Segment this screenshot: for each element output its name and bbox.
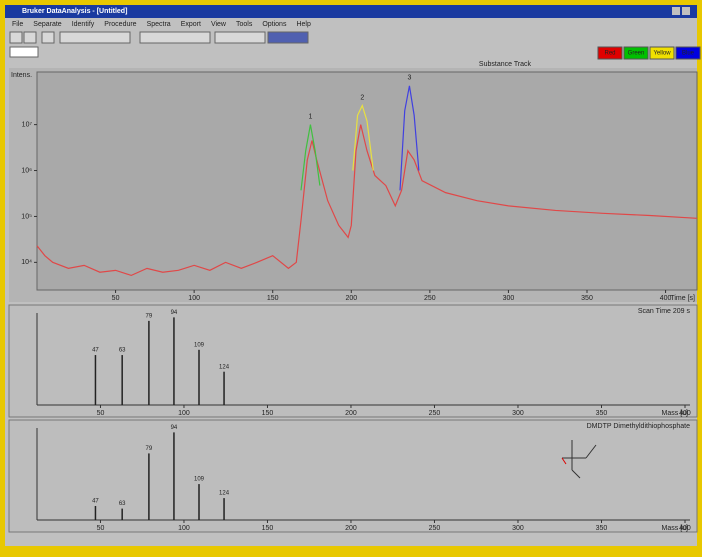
spectrum-panel: Scan Time 209 s 50 100 150 200 250 300 350 400Ma… [8, 304, 698, 418]
menu-item[interactable]: Spectra [147, 21, 171, 28]
menu-item[interactable]: Separate [33, 21, 62, 28]
color-buttons: Red Green Yellow Blue [597, 46, 701, 60]
plot-area [36, 71, 698, 291]
peak-mass-label: 47 [92, 348, 99, 354]
y-axis-label: Intens. [11, 72, 32, 79]
peak-mass-label: 79 [146, 446, 153, 452]
structure-icon [561, 440, 597, 479]
peak-mass-label: 109 [194, 342, 205, 348]
x-tick-label: 400 [660, 295, 672, 302]
color-button[interactable] [623, 46, 649, 60]
trace-line [300, 124, 321, 191]
x-tick-label: 100 [178, 525, 190, 532]
spectrum-header: DMDTP Dimethyldithiophosphate [587, 423, 690, 430]
structure-line [562, 440, 597, 479]
x-tick-label: 50 [97, 525, 105, 532]
x-tick-label: 250 [429, 410, 441, 417]
x-tick-label: 200 [345, 410, 357, 417]
panel-title: Substance Track [479, 61, 532, 68]
trace-line [36, 124, 698, 277]
menu-item[interactable]: Identify [72, 21, 95, 28]
menu-item[interactable]: File [12, 21, 23, 28]
x-tick-label: 50 [112, 295, 120, 302]
peak-label: 3 [407, 75, 411, 82]
peak-mass-label: 94 [171, 310, 178, 316]
x-tick-label: 300 [512, 525, 524, 532]
color-button[interactable] [675, 46, 701, 60]
peak-label: 1 [308, 113, 312, 120]
peak-mass-label: 109 [194, 477, 205, 483]
x-tick-label: 350 [581, 295, 593, 302]
color-button-label: Green [628, 51, 645, 57]
x-tick-label: 400 [679, 525, 691, 532]
x-tick-label: 150 [262, 410, 274, 417]
peak-mass-label: 63 [119, 501, 126, 507]
x-tick-label: 150 [262, 525, 274, 532]
menu-item[interactable]: Help [296, 21, 311, 28]
color-button[interactable] [649, 46, 675, 60]
x-tick-label: 350 [596, 410, 608, 417]
tool-button[interactable] [23, 31, 37, 44]
tool-button[interactable] [59, 31, 131, 44]
x-tick-label: 350 [596, 525, 608, 532]
tool-button[interactable] [267, 31, 309, 44]
x-tick-label: 300 [503, 295, 515, 302]
y-tick-label: 10⁷ [22, 121, 33, 128]
toolbar [9, 31, 309, 58]
color-button-label: Yellow [653, 51, 671, 57]
menu-item[interactable]: Export [181, 21, 201, 28]
peak-mass-label: 47 [92, 499, 99, 505]
window-title: Bruker DataAnalysis - [Untitled] [22, 8, 127, 15]
x-tick-label: 150 [267, 295, 279, 302]
x-axis-label: Time [s] [670, 295, 695, 302]
y-tick-label: 10⁶ [21, 167, 32, 174]
peak-mass-label: 124 [219, 491, 230, 497]
peak-mass-label: 63 [119, 348, 126, 354]
x-tick-label: 300 [512, 410, 524, 417]
tool-button[interactable] [41, 31, 55, 44]
combo-box[interactable] [9, 46, 39, 58]
trace-line [352, 103, 374, 171]
panel-background [8, 419, 698, 533]
tool-button[interactable] [139, 31, 211, 44]
chromatogram-panel: Intens. 10⁴ 10⁵ 10⁶ 10⁷ 50 100 150 200 250 300 350 4… [9, 68, 698, 302]
close-button[interactable] [682, 7, 690, 15]
color-button[interactable] [597, 46, 623, 60]
x-tick-label: 50 [97, 410, 105, 417]
x-tick-label: 250 [424, 295, 436, 302]
peak-mass-label: 79 [146, 313, 153, 319]
minimize-button[interactable] [672, 7, 680, 15]
y-tick-label: 10⁴ [21, 259, 32, 266]
title-bar [5, 5, 697, 18]
x-tick-label: 100 [188, 295, 200, 302]
structure-line [561, 457, 567, 465]
x-axis-label: Mass [u] [662, 525, 689, 532]
spectrum-header: Scan Time 209 s [638, 308, 691, 315]
peak-mass-label: 124 [219, 364, 230, 370]
x-tick-label: 400 [679, 410, 691, 417]
x-axis-label: Mass [u] [662, 410, 689, 417]
spectrum-panel: DMDTP Dimethyldithiophosphate 50 100 150 200… [8, 419, 698, 533]
color-button-label: Red [604, 51, 615, 57]
menu-item[interactable]: Procedure [104, 21, 136, 28]
panel-background [8, 304, 698, 418]
x-tick-label: 200 [345, 525, 357, 532]
peak-label: 2 [360, 94, 364, 101]
menu-item[interactable]: Tools [236, 21, 253, 28]
x-tick-label: 250 [429, 525, 441, 532]
x-tick-label: 200 [345, 295, 357, 302]
menu-bar: File Separate Identify Procedure Spectra Expo… [12, 21, 311, 28]
menu-item[interactable]: Options [262, 21, 287, 28]
menu-item[interactable]: View [211, 21, 227, 28]
peak-mass-label: 94 [171, 425, 178, 431]
color-button-label: Blue [682, 51, 695, 57]
y-tick-label: 10⁵ [21, 213, 32, 220]
tool-button[interactable] [214, 31, 266, 44]
tool-button[interactable] [9, 31, 23, 44]
trace-line [399, 85, 420, 191]
x-tick-label: 100 [178, 410, 190, 417]
